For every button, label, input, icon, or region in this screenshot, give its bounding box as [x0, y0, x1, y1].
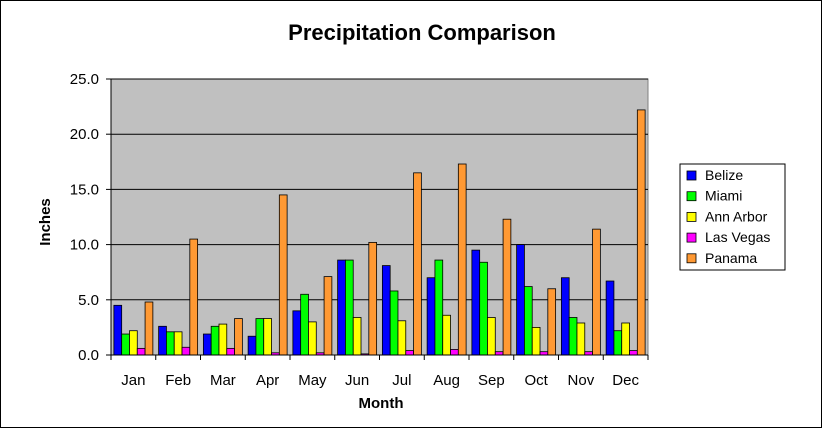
bar-belize-apr	[247, 335, 257, 356]
bar-belize-oct	[516, 244, 525, 356]
bar-belize-jun	[337, 259, 346, 356]
y-tick-label: 0.0	[78, 347, 99, 364]
bar-panama-dec	[636, 109, 646, 356]
y-tick-label: 25.0	[70, 71, 99, 88]
bar-ann-arbor-jan	[129, 330, 138, 356]
bar-las-vegas-feb	[181, 346, 191, 356]
bar-ann-arbor-dec	[621, 322, 630, 356]
legend-label: Miami	[705, 188, 742, 204]
bar-panama-jul	[413, 172, 422, 356]
bar-ann-arbor-jun	[352, 317, 362, 356]
bar-panama-apr	[278, 194, 288, 356]
bar-panama-nov	[592, 228, 601, 356]
bar-miami-oct	[524, 286, 533, 356]
legend-label: Belize	[705, 167, 743, 183]
bar-panama-sep	[502, 218, 512, 356]
legend-swatch	[686, 232, 697, 243]
x-tick-label: Apr	[256, 372, 279, 389]
gridlines	[111, 78, 648, 301]
bar-belize-dec	[605, 280, 615, 356]
bar-ann-arbor-feb	[173, 331, 183, 356]
bar-las-vegas-jan	[136, 347, 146, 356]
bar-ann-arbor-may	[308, 321, 317, 356]
bar-ann-arbor-oct	[531, 326, 541, 356]
bar-ann-arbor-aug	[442, 314, 451, 356]
bar-panama-may	[323, 276, 333, 356]
legend-label: Panama	[705, 250, 757, 266]
bar-belize-jul	[381, 265, 391, 356]
x-tick-label: Aug	[433, 372, 460, 389]
bar-belize-mar	[202, 333, 212, 356]
x-axis-ticks: Jan Feb Mar Apr May Jun Jul Aug Sep Oct Nov Dec	[110, 355, 649, 389]
x-tick-label: Jan	[121, 372, 145, 389]
bar-ann-arbor-jul	[397, 320, 407, 356]
bar-miami-feb	[166, 331, 175, 356]
x-tick-label: Mar	[210, 372, 236, 389]
bar-miami-jun	[345, 259, 354, 356]
bar-panama-feb	[189, 238, 199, 356]
bar-panama-oct	[547, 288, 557, 356]
bar-las-vegas-jul	[405, 350, 414, 356]
bar-las-vegas-dec	[629, 350, 638, 356]
legend-label: Ann Arbor	[705, 208, 768, 224]
bar-miami-apr	[255, 318, 265, 356]
plot-area	[110, 78, 649, 356]
x-axis-title: Month	[359, 395, 404, 412]
y-tick-label: 20.0	[70, 126, 99, 143]
x-tick-label: Feb	[165, 372, 191, 389]
bar-ann-arbor-mar	[218, 323, 228, 356]
bar-ann-arbor-sep	[487, 317, 496, 356]
x-tick-label: May	[298, 372, 327, 389]
x-tick-label: Sep	[478, 372, 505, 389]
legend-swatch	[686, 170, 697, 181]
x-tick-label: Nov	[568, 372, 595, 389]
legend-swatch	[686, 211, 697, 222]
bar-belize-sep	[471, 249, 481, 356]
bar-las-vegas-mar	[226, 347, 235, 356]
bar-miami-jan	[121, 333, 130, 356]
y-tick-label: 5.0	[78, 292, 99, 309]
bar-panama-mar	[234, 318, 243, 356]
x-tick-label: Dec	[612, 372, 639, 389]
y-axis-title: Inches	[37, 198, 54, 246]
x-tick-label: Oct	[524, 372, 548, 389]
chart-title: Precipitation Comparison	[288, 20, 556, 45]
bar-miami-dec	[613, 330, 623, 356]
bar-miami-jul	[389, 290, 399, 356]
bar-miami-sep	[479, 261, 488, 356]
bar-miami-aug	[434, 259, 444, 356]
bars	[113, 109, 646, 356]
legend-box	[679, 163, 786, 271]
bar-belize-aug	[426, 277, 436, 356]
y-tick-label: 10.0	[70, 237, 99, 254]
legend: Belize Miami Ann Arbor Las Vegas Panama	[679, 163, 786, 271]
bar-belize-nov	[560, 277, 570, 356]
bar-miami-may	[300, 293, 309, 356]
legend-swatch	[686, 191, 697, 202]
bar-panama-aug	[457, 163, 467, 356]
legend-label: Las Vegas	[705, 229, 770, 245]
bar-belize-may	[292, 310, 302, 356]
bar-ann-arbor-nov	[576, 322, 586, 356]
legend-swatch	[686, 253, 697, 264]
bar-belize-feb	[158, 325, 167, 356]
bar-belize-jan	[113, 304, 123, 356]
y-tick-label: 15.0	[70, 181, 99, 198]
bar-miami-mar	[210, 325, 220, 356]
bar-panama-jan	[144, 301, 154, 356]
bar-ann-arbor-apr	[263, 318, 272, 356]
bar-panama-jun	[368, 241, 378, 356]
x-tick-label: Jul	[392, 372, 411, 389]
bar-las-vegas-aug	[450, 349, 459, 356]
x-tick-label: Jun	[345, 372, 369, 389]
bar-miami-nov	[568, 317, 578, 356]
